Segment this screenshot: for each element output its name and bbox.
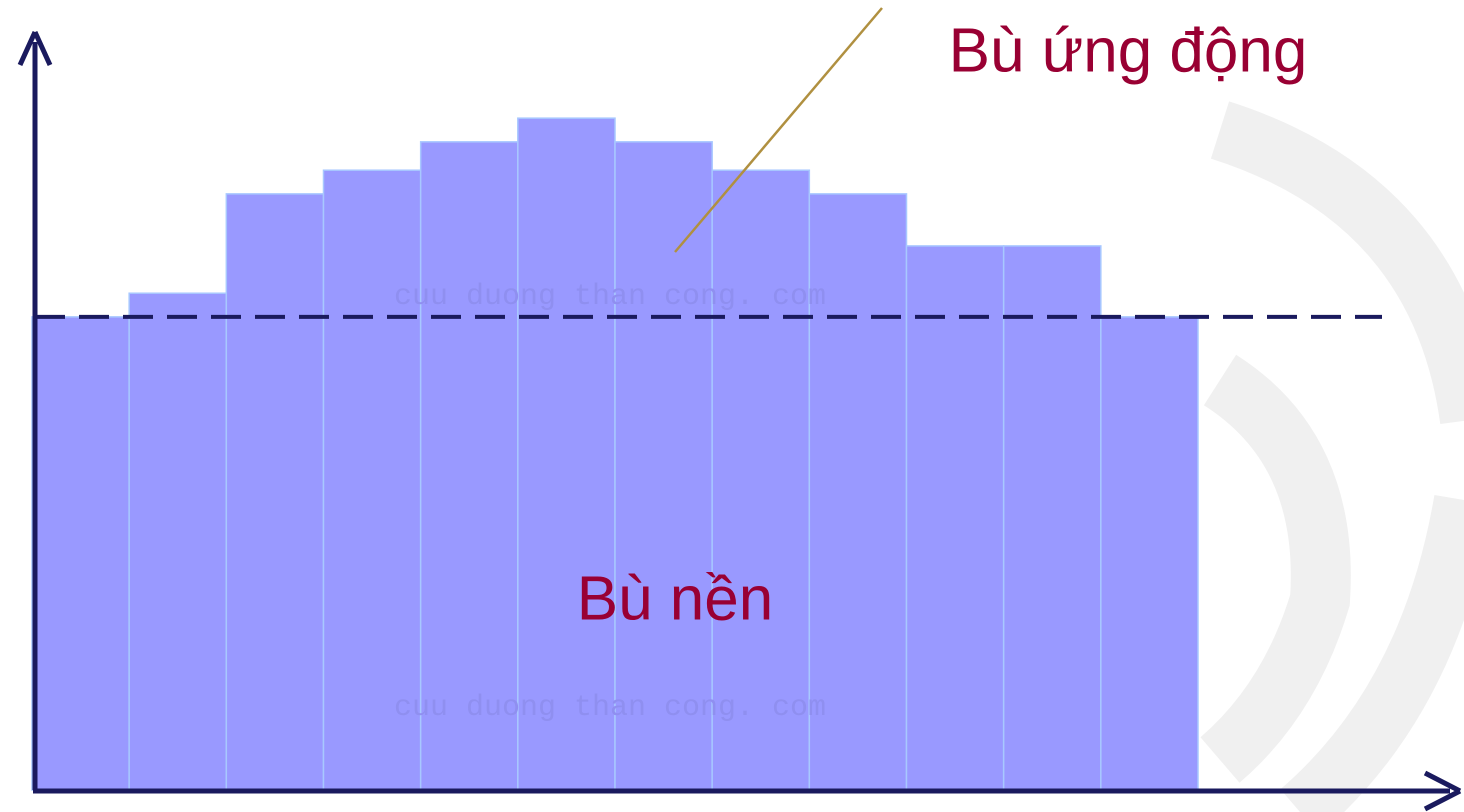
- background-decoration: [1200, 101, 1464, 812]
- annotation: Bù nền: [577, 564, 774, 633]
- x-axis-arrow: [1423, 770, 1462, 812]
- annotation: Bù ứng động: [949, 16, 1308, 85]
- bar: [419, 141, 519, 791]
- bar: [905, 245, 1005, 791]
- bar: [322, 169, 422, 791]
- bar: [31, 316, 130, 791]
- bar: [1002, 245, 1102, 791]
- bar: [711, 169, 811, 791]
- bar: [808, 193, 908, 791]
- leader-line: [674, 7, 883, 253]
- bar: [614, 141, 713, 791]
- bar: [128, 292, 228, 791]
- bar: [225, 193, 325, 791]
- watermark: cuu duong than cong. com: [394, 280, 826, 314]
- watermark: cuu duong than cong. com: [394, 691, 826, 725]
- bar: [517, 117, 616, 791]
- y-axis-arrow: [17, 30, 53, 67]
- bar: [1100, 316, 1199, 791]
- bars: [31, 117, 1199, 791]
